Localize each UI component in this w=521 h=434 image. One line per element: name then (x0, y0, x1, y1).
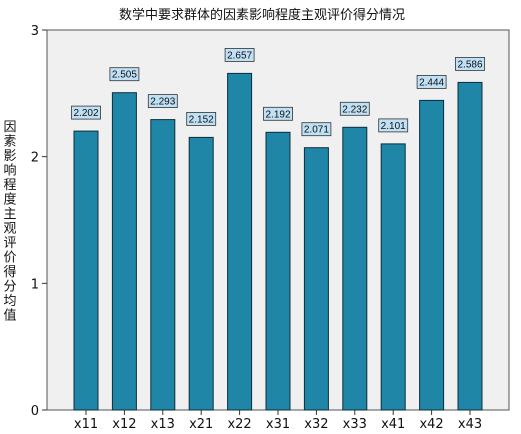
data-label-x33: 2.232 (342, 104, 367, 115)
x-tick-label-x21: x21 (189, 417, 213, 432)
data-label-x32: 2.071 (304, 125, 329, 136)
y-axis-label-char: 值 (3, 307, 16, 323)
x-tick-label-x13: x13 (151, 417, 175, 432)
bar-x42 (419, 99, 445, 411)
y-axis: 0 1 2 3 (31, 24, 47, 419)
x-axis: x11 x12 x13 x21 x22 x31 x32 x33 x41 x42 x43 (74, 410, 482, 432)
y-tick-label: 2 (31, 151, 39, 166)
data-label-box-x41 (378, 118, 409, 133)
y-tick-label: 3 (31, 24, 39, 39)
chart-title: 数学中要求群体的因素影响程度主观评价得分情况 (119, 7, 405, 23)
bar-x13 (150, 119, 176, 411)
bar-x43 (457, 81, 483, 411)
data-label-x22: 2.657 (227, 50, 252, 61)
data-label-x42: 2.444 (419, 77, 444, 88)
y-tick-label: 0 (31, 404, 39, 419)
y-axis-label-char: 因 (3, 120, 16, 135)
y-axis-label-char: 主 (3, 207, 16, 222)
data-label-x21: 2.152 (189, 114, 214, 125)
data-label-box-x42 (416, 75, 447, 89)
y-axis-label-char: 素 (3, 134, 16, 149)
data-label-box-x12 (109, 67, 140, 82)
y-axis-label-char: 均 (3, 294, 16, 309)
bar-x31 (265, 131, 291, 411)
data-label-x31: 2.192 (265, 109, 290, 120)
bar-x11 (73, 130, 99, 411)
bar-x32 (303, 147, 329, 411)
bar-x21 (188, 136, 214, 411)
bar-x41 (380, 143, 406, 411)
data-label-x13: 2.293 (150, 97, 175, 108)
x-tick-label-x43: x43 (458, 417, 482, 432)
bar-x33 (342, 126, 368, 411)
x-tick-label-x42: x42 (419, 417, 443, 432)
data-label-x11: 2.202 (73, 108, 98, 119)
data-label-box-x33 (339, 101, 370, 116)
y-axis-label-char: 度 (3, 191, 16, 207)
data-label-x41: 2.101 (381, 121, 406, 132)
x-tick-label-x41: x41 (381, 417, 405, 432)
y-axis-label-char: 得 (3, 264, 16, 280)
x-tick-label-x33: x33 (343, 417, 367, 432)
data-label-box-x32 (301, 122, 332, 137)
y-tick-label: 1 (31, 277, 39, 292)
data-label-box-x13 (147, 94, 178, 108)
data-label-box-x22 (224, 48, 255, 62)
y-axis-label-char: 影 (3, 149, 16, 164)
y-axis-label-char: 观 (3, 221, 16, 236)
data-label-box-x11 (71, 105, 101, 120)
data-label-x12: 2.505 (112, 70, 137, 81)
data-label-box-x31 (263, 106, 293, 121)
y-axis-label-char: 响 (3, 162, 16, 178)
bar-x22 (227, 72, 253, 411)
y-axis-label-char: 评 (3, 236, 16, 251)
data-label-box-x43 (455, 57, 485, 71)
data-labels: 2.202 2.505 2.293 2.152 2.657 2.192 2.071 2.232… (71, 48, 485, 137)
x-tick-label-x32: x32 (304, 417, 328, 432)
data-label-box-x21 (186, 112, 217, 126)
data-label-x43: 2.586 (457, 59, 482, 70)
y-axis-label-char: 分 (3, 279, 16, 294)
y-axis-label-char: 价 (3, 250, 16, 265)
x-tick-label-x11: x11 (74, 417, 98, 432)
x-tick-label-x22: x22 (227, 417, 251, 432)
y-axis-label-char: 程 (3, 178, 16, 193)
x-tick-label-x31: x31 (266, 417, 290, 432)
x-tick-label-x12: x12 (112, 417, 136, 432)
bar-x12 (111, 92, 137, 411)
